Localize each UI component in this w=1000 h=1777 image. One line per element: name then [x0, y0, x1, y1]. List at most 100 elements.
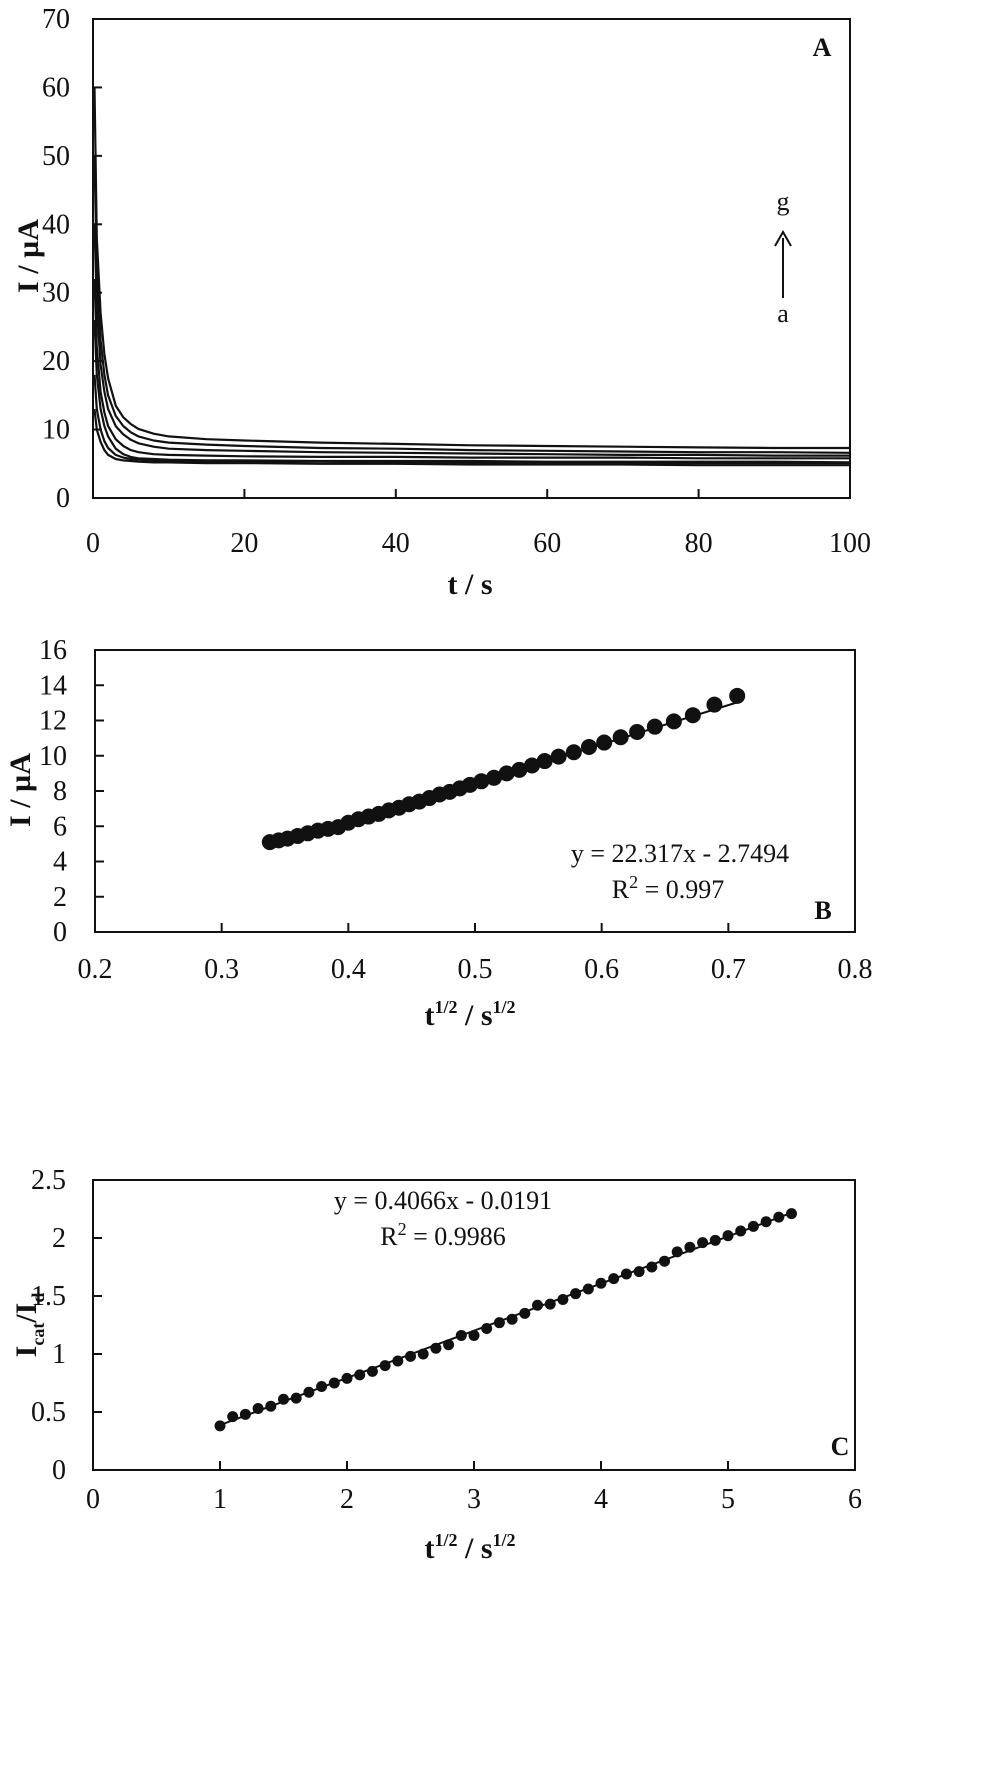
panel-c-data-point	[303, 1386, 315, 1398]
panel-a-y-tick-label: 0	[56, 483, 70, 514]
panel-b-y-tick-label: 2	[53, 882, 67, 913]
panel-c-data-point	[481, 1322, 493, 1334]
panel-c-data-point	[405, 1350, 416, 1362]
panel-c-y-tick-label: 2	[52, 1223, 66, 1254]
panel-c-x-axis-label: t1/2 / s1/2	[424, 1530, 515, 1565]
panel-b-y-tick-label: 16	[39, 635, 67, 666]
panel-c-fit	[219, 1211, 792, 1426]
panel-b-data-point	[665, 713, 682, 730]
panel-c-data-point	[760, 1216, 772, 1228]
panel-b-y-tick-label: 6	[53, 811, 67, 842]
panel-b-y-tick-label: 8	[53, 776, 67, 807]
panel-c-data-point	[265, 1400, 277, 1412]
panel-a-y-tick-label: 30	[42, 278, 70, 309]
arrow-label-top: g	[777, 187, 790, 216]
panel-c-data-point	[392, 1355, 404, 1367]
panel-b-data-point	[629, 723, 646, 740]
panel-c-data-point	[328, 1377, 340, 1389]
panel-a-y-tick-label: 10	[42, 415, 70, 446]
panel-b-y-ticks: 0 2 4 6 8 10 12 14 16	[39, 635, 104, 948]
panel-c-data-point	[557, 1293, 569, 1305]
panel-b-data-point	[498, 765, 515, 782]
panel-c-x-tick-label: 5	[721, 1484, 735, 1515]
panel-c-x-tick-label: 6	[848, 1484, 862, 1515]
panel-b-y-axis-label: I / µA	[4, 753, 37, 827]
panel-b-x-tick-label: 0.7	[711, 954, 746, 985]
panel-a-series	[93, 87, 851, 467]
panel-b-data-point	[581, 738, 597, 755]
panel-c-x-tick-label: 4	[594, 1484, 608, 1515]
panel-b-y-tick-label: 4	[53, 847, 67, 878]
transient-curve-f	[93, 155, 851, 454]
panel-c-x-tick-label: 0	[86, 1484, 100, 1515]
panel-a-x-tick-label: 20	[230, 528, 258, 559]
panel-c-data-point	[252, 1403, 264, 1415]
panel-c-data-point	[379, 1360, 391, 1372]
panel-b-data-point	[706, 696, 723, 713]
panel-a-x-tick-label: 0	[86, 528, 100, 559]
panel-c-data-point	[354, 1369, 366, 1381]
panel-b-points	[261, 687, 746, 851]
panel-a-plot-frame	[92, 18, 851, 499]
panel-a-x-tick-label: 80	[685, 528, 713, 559]
panel-c-data-point	[786, 1208, 797, 1220]
panel-c-data-point	[519, 1307, 531, 1319]
transient-curve-b	[93, 374, 850, 465]
panel-b-x-tick-label: 0.2	[78, 954, 113, 985]
panel-c-fit-line	[219, 1211, 792, 1426]
panel-c-data-point	[773, 1211, 785, 1223]
transient-curve-a	[93, 408, 850, 467]
panel-c-y-tick-label: 1.5	[31, 1281, 66, 1312]
transient-curve-c	[93, 320, 851, 464]
panel-c-data-point	[608, 1273, 620, 1285]
panel-c-data-point	[532, 1299, 543, 1311]
panel-a-y-tick-label: 40	[42, 209, 70, 240]
panel-c-data-point	[582, 1283, 594, 1295]
panel-c-x-tick-label: 1	[213, 1484, 227, 1515]
panel-b-data-point	[729, 687, 746, 704]
panel-a-y-tick-label: 50	[42, 141, 70, 172]
panel-a-x-tick-label: 60	[533, 528, 561, 559]
panel-b-data-point	[596, 734, 613, 751]
series-arrow-head	[774, 229, 792, 247]
panel-c-data-point	[239, 1408, 251, 1420]
panel-c-data-point	[443, 1339, 455, 1351]
transient-curve-e	[93, 224, 850, 457]
panel-c-data-point	[290, 1392, 302, 1404]
panel-c-x-tick-label: 2	[340, 1484, 354, 1515]
panel-a-x-ticks: 0 20 40 60 80 100	[86, 489, 871, 559]
panel-b-x-tick-label: 0.4	[331, 954, 366, 985]
panel-c-letter: C	[831, 1432, 850, 1461]
panel-b-y-tick-label: 0	[53, 917, 67, 948]
transient-curve-d	[93, 278, 850, 460]
panel-c-y-tick-label: 1	[52, 1339, 66, 1370]
panel-b-x-tick-label: 0.3	[204, 954, 239, 985]
panel-c-y-tick-label: 0	[52, 1455, 66, 1486]
panel-b-data-point	[473, 773, 490, 790]
panel-c-data-point	[646, 1261, 658, 1273]
panel-c-data-point	[620, 1268, 632, 1280]
panel-c-data-point	[595, 1277, 607, 1289]
panel-c-data-point	[316, 1380, 328, 1392]
panel-c-data-point	[366, 1365, 378, 1377]
panel-b-data-point	[550, 748, 567, 765]
panel-b-data-point	[524, 757, 540, 774]
panel-b-y-tick-label: 10	[39, 741, 67, 772]
panel-c-data-point	[671, 1246, 683, 1258]
panel-c-data-point	[747, 1220, 759, 1232]
arrow-label-bottom: a	[777, 299, 789, 328]
panel-b-letter: B	[814, 896, 831, 925]
panel-b-data-point	[536, 753, 553, 770]
panel-c-data-point	[633, 1266, 645, 1278]
panel-c-data-point	[493, 1317, 505, 1329]
panel-c-x-ticks: 0 1 2 3 4 5 6	[86, 1461, 862, 1515]
panel-b-y-tick-label: 14	[39, 670, 67, 701]
panel-a-y-tick-label: 20	[42, 346, 70, 377]
panel-a-y-axis-label: I / µA	[12, 219, 45, 293]
panel-c-data-point	[684, 1241, 696, 1253]
panel-c-data-point	[709, 1234, 721, 1246]
panel-c-data-point	[697, 1237, 709, 1249]
panel-a-y-tick-label: 70	[42, 4, 70, 35]
panel-c-r2: R2 = 0.9986	[380, 1219, 506, 1251]
